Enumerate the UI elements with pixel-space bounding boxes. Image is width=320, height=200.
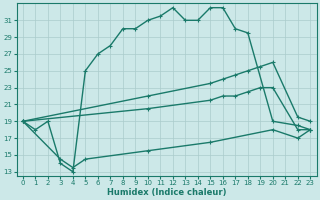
X-axis label: Humidex (Indice chaleur): Humidex (Indice chaleur) bbox=[107, 188, 226, 197]
